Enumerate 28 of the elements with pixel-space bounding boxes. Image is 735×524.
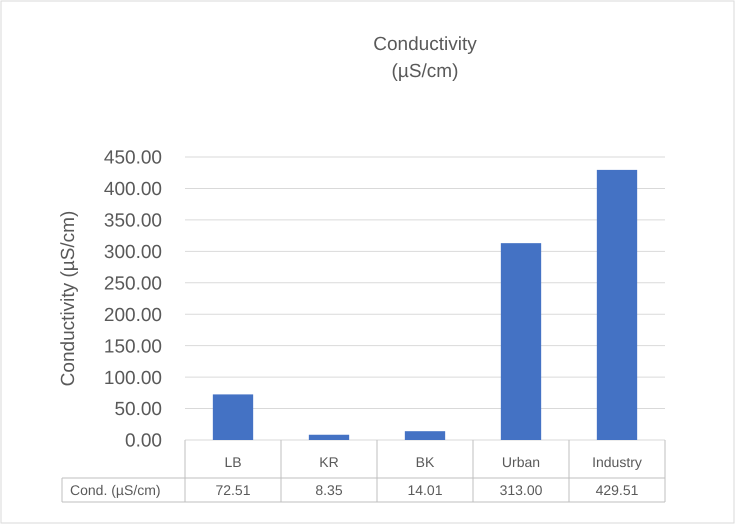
- x-tick-label: Industry: [592, 454, 642, 470]
- bar: [308, 434, 350, 440]
- y-tick-label: 250.00: [104, 273, 162, 294]
- y-tick-label: 0.00: [125, 430, 162, 452]
- bar: [596, 170, 638, 440]
- data-label: 8.35: [315, 482, 343, 498]
- x-tick-label: KR: [319, 454, 339, 470]
- y-tick-label: 200.00: [104, 304, 162, 326]
- y-tick-label: 50.00: [114, 399, 162, 420]
- x-tick-label: Urban: [502, 454, 540, 470]
- y-tick-label: 100.00: [104, 368, 162, 389]
- text: Cond. (µS/cm): [70, 482, 161, 498]
- bar: [212, 394, 254, 440]
- x-tick-label: BK: [416, 454, 435, 470]
- bar: [500, 243, 542, 440]
- chart-title: Conductivity (µS/cm): [373, 34, 478, 82]
- y-tick-label: 450.00: [104, 148, 162, 169]
- data-label: 14.01: [407, 482, 443, 498]
- x-tick-label: LB: [224, 454, 242, 470]
- y-tick-label: 300.00: [104, 242, 162, 263]
- y-tick-label: 150.00: [104, 336, 162, 358]
- data-label: 429.51: [596, 482, 639, 498]
- y-axis-title: Conductivity (µS/cm): [58, 210, 79, 386]
- data-label: 72.51: [215, 482, 251, 498]
- data-label: 313.00: [500, 482, 543, 498]
- y-tick-label: 350.00: [104, 210, 162, 232]
- bar: [404, 431, 446, 440]
- y-tick-label: 400.00: [104, 179, 162, 200]
